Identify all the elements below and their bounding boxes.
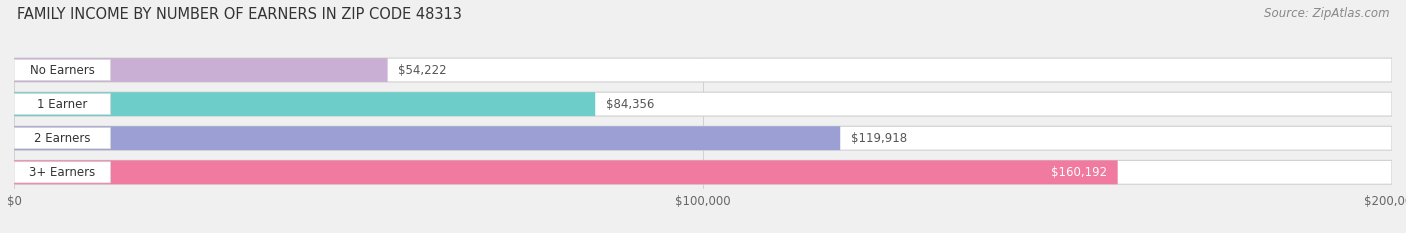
FancyBboxPatch shape	[14, 128, 111, 149]
FancyBboxPatch shape	[14, 92, 595, 116]
FancyBboxPatch shape	[14, 126, 841, 150]
FancyBboxPatch shape	[14, 162, 111, 183]
FancyBboxPatch shape	[14, 58, 388, 82]
Text: $119,918: $119,918	[851, 132, 907, 145]
FancyBboxPatch shape	[14, 59, 111, 81]
FancyBboxPatch shape	[14, 126, 1392, 150]
Text: 2 Earners: 2 Earners	[34, 132, 90, 145]
FancyBboxPatch shape	[14, 160, 1392, 184]
FancyBboxPatch shape	[14, 58, 1392, 82]
Text: $160,192: $160,192	[1052, 166, 1108, 179]
Text: Source: ZipAtlas.com: Source: ZipAtlas.com	[1264, 7, 1389, 20]
Text: No Earners: No Earners	[30, 64, 94, 76]
Text: 3+ Earners: 3+ Earners	[30, 166, 96, 179]
Text: 1 Earner: 1 Earner	[37, 98, 87, 111]
FancyBboxPatch shape	[14, 93, 111, 115]
Text: FAMILY INCOME BY NUMBER OF EARNERS IN ZIP CODE 48313: FAMILY INCOME BY NUMBER OF EARNERS IN ZI…	[17, 7, 461, 22]
Text: $84,356: $84,356	[606, 98, 654, 111]
FancyBboxPatch shape	[14, 160, 1118, 184]
Text: $54,222: $54,222	[398, 64, 447, 76]
FancyBboxPatch shape	[14, 92, 1392, 116]
